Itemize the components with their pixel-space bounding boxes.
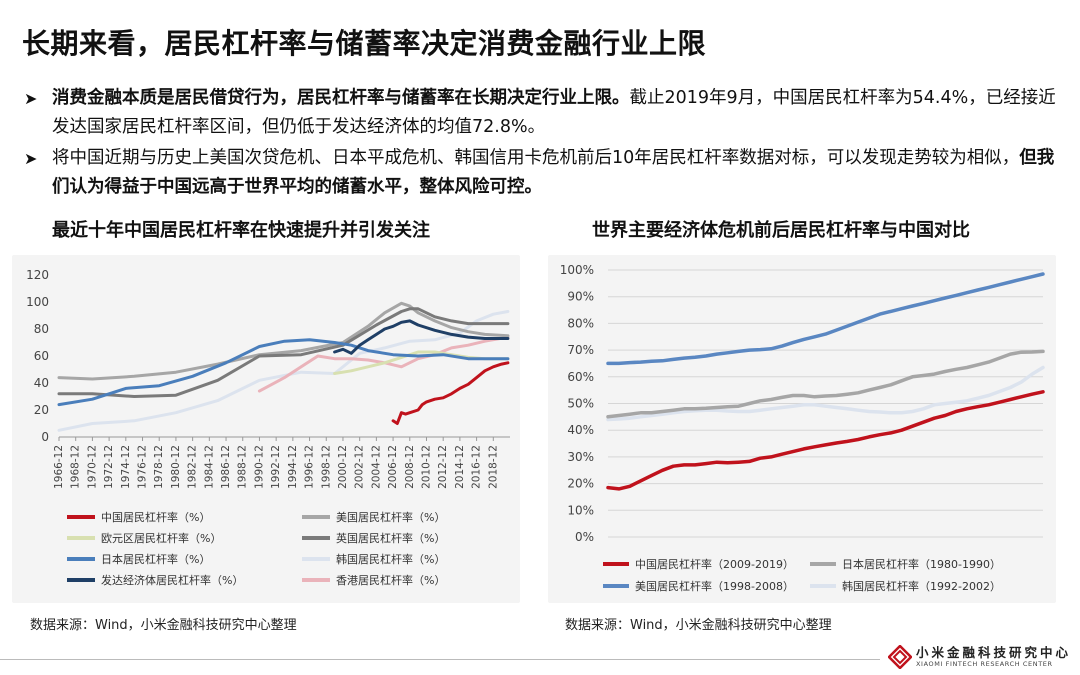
y-tick-label: 50% bbox=[567, 397, 594, 411]
legend-label: 韩国居民杠杆率（1992-2002） bbox=[842, 579, 1001, 593]
legend-label: 发达经济体居民杠杆率（%） bbox=[101, 573, 243, 587]
x-tick-label: 1986-12 bbox=[220, 445, 232, 489]
series-line bbox=[333, 319, 510, 355]
x-tick-label: 2008-12 bbox=[404, 445, 416, 489]
left-chart-title: 最近十年中国居民杠杆率在快速提升并引发关注 bbox=[52, 220, 430, 241]
x-tick-label: 1980-12 bbox=[170, 445, 182, 489]
bullet-text: 将中国近期与历史上美国次贷危机、日本平成危机、韩国信用卡危机前后10年居民杠杆率… bbox=[52, 148, 1020, 168]
right-line-chart: 0% 10% 20% 30% 40% 50% 60% 70% 80% 90% 100% 中国居民杠杆率… bbox=[560, 263, 1045, 593]
bullet-item: ➤ 将中国近期与历史上美国次贷危机、日本平成危机、韩国信用卡危机前后10年居民杠… bbox=[22, 144, 1062, 202]
footer-divider bbox=[0, 659, 880, 660]
left-line-chart: 0 20 40 60 80 100 120 1966-12 1968-12 1970-12 1972… bbox=[26, 268, 510, 587]
right-chart-panel: 0% 10% 20% 30% 40% 50% 60% 70% 80% 90% 100% 中国居民杠杆率… bbox=[548, 255, 1056, 603]
bullet-bold-text: 消费金融本质是居民借贷行为，居民杠杆率与储蓄率在长期决定行业上限。 bbox=[52, 88, 630, 108]
x-tick-label: 1982-12 bbox=[187, 445, 199, 489]
series-line bbox=[391, 361, 510, 425]
x-tick-label: 1984-12 bbox=[203, 445, 215, 489]
legend-label: 中国居民杠杆率（2009-2019） bbox=[635, 557, 794, 571]
x-tick-label: 1968-12 bbox=[70, 445, 82, 489]
x-tick-label: 1996-12 bbox=[304, 445, 316, 489]
legend-label: 英国居民杠杆率（%） bbox=[336, 531, 445, 545]
series-line bbox=[606, 390, 1045, 491]
legend-label: 日本居民杠杆率（1980-1990） bbox=[842, 557, 1001, 571]
right-chart-title: 世界主要经济体危机前后居民杠杆率与中国对比 bbox=[592, 220, 970, 241]
x-tick-label: 1994-12 bbox=[287, 445, 299, 489]
y-tick-label: 10% bbox=[567, 503, 594, 517]
x-tick-label: 1974-12 bbox=[120, 445, 132, 489]
y-tick-label: 40% bbox=[567, 423, 594, 437]
y-tick-label: 80% bbox=[567, 316, 594, 330]
y-tick-label: 80 bbox=[34, 322, 49, 336]
x-tick-label: 2000-12 bbox=[337, 445, 349, 489]
x-tick-label: 2004-12 bbox=[370, 445, 382, 489]
x-tick-label: 2010-12 bbox=[420, 445, 432, 489]
y-tick-label: 90% bbox=[567, 290, 594, 304]
y-tick-label: 0% bbox=[575, 530, 594, 544]
logo-text-en: XIAOMI FINTECH RESEARCH CENTER bbox=[916, 660, 1053, 668]
arrow-icon: ➤ bbox=[24, 149, 38, 168]
bullet-bold-text: 但我们认为得益于中国远高于世界平均的储蓄水平，整体风险可控。 bbox=[52, 148, 1055, 197]
y-tick-label: 30% bbox=[567, 450, 594, 464]
legend-label: 美国居民杠杆率（%） bbox=[336, 510, 445, 524]
legend-label: 美国居民杠杆率（1998-2008） bbox=[635, 579, 794, 593]
bullet-text: 截止2019年9月，中国居民杠杆率为54.4%，已经接近发达国家居民杠杆率区间，… bbox=[52, 88, 1056, 137]
left-chart-panel: 0 20 40 60 80 100 120 1966-12 1968-12 1970-12 1972… bbox=[12, 255, 520, 603]
legend-label: 日本居民杠杆率（%） bbox=[101, 552, 210, 566]
series-line bbox=[57, 310, 510, 432]
logo-icon bbox=[888, 645, 912, 669]
arrow-icon: ➤ bbox=[24, 89, 38, 108]
x-tick-label: 2012-12 bbox=[437, 445, 449, 489]
y-tick-label: 120 bbox=[26, 268, 49, 282]
y-tick-label: 20% bbox=[567, 477, 594, 491]
x-tick-label: 1992-12 bbox=[270, 445, 282, 489]
legend-label: 香港居民杠杆率（%） bbox=[336, 573, 445, 587]
series-line bbox=[57, 338, 510, 407]
x-tick-label: 1990-12 bbox=[253, 445, 265, 489]
y-tick-label: 40 bbox=[34, 376, 49, 390]
x-tick-label: 1972-12 bbox=[103, 445, 115, 489]
page-title: 长期来看，居民杠杆率与储蓄率决定消费金融行业上限 bbox=[22, 27, 707, 60]
series-line bbox=[606, 272, 1045, 366]
legend-label: 欧元区居民杠杆率（%） bbox=[101, 531, 221, 545]
y-tick-label: 100% bbox=[560, 263, 594, 277]
x-tick-label: 2002-12 bbox=[354, 445, 366, 489]
x-tick-label: 1966-12 bbox=[53, 445, 65, 489]
left-data-source: 数据来源：Wind，小米金融科技研究中心整理 bbox=[30, 618, 297, 633]
series-line bbox=[57, 307, 510, 398]
y-tick-label: 60 bbox=[34, 349, 49, 363]
legend-label: 韩国居民杠杆率（%） bbox=[336, 552, 445, 566]
x-tick-label: 2014-12 bbox=[454, 445, 466, 489]
x-tick-label: 1988-12 bbox=[237, 445, 249, 489]
legend-label: 中国居民杠杆率（%） bbox=[101, 510, 210, 524]
bullet-list: ➤ 消费金融本质是居民借贷行为，居民杠杆率与储蓄率在长期决定行业上限。截止201… bbox=[22, 84, 1062, 204]
x-tick-label: 2006-12 bbox=[387, 445, 399, 489]
x-tick-label: 1976-12 bbox=[137, 445, 149, 489]
y-tick-label: 100 bbox=[26, 295, 49, 309]
x-tick-label: 1970-12 bbox=[86, 445, 98, 489]
y-tick-label: 0 bbox=[41, 430, 49, 444]
brand-logo: 小米金融科技研究中心 XIAOMI FINTECH RESEARCH CENTE… bbox=[888, 642, 1078, 672]
y-tick-label: 20 bbox=[34, 403, 49, 417]
bullet-item: ➤ 消费金融本质是居民借贷行为，居民杠杆率与储蓄率在长期决定行业上限。截止201… bbox=[22, 84, 1062, 142]
series-line bbox=[57, 301, 510, 381]
y-tick-label: 70% bbox=[567, 343, 594, 357]
logo-text-cn: 小米金融科技研究中心 bbox=[916, 645, 1072, 660]
x-tick-label: 2016-12 bbox=[471, 445, 483, 489]
series-line bbox=[606, 365, 1045, 422]
y-tick-label: 60% bbox=[567, 370, 594, 384]
x-tick-label: 1978-12 bbox=[153, 445, 165, 489]
x-tick-label: 2018-12 bbox=[487, 445, 499, 489]
x-tick-label: 1998-12 bbox=[320, 445, 332, 489]
series-line bbox=[606, 349, 1045, 419]
right-data-source: 数据来源：Wind，小米金融科技研究中心整理 bbox=[565, 618, 832, 633]
